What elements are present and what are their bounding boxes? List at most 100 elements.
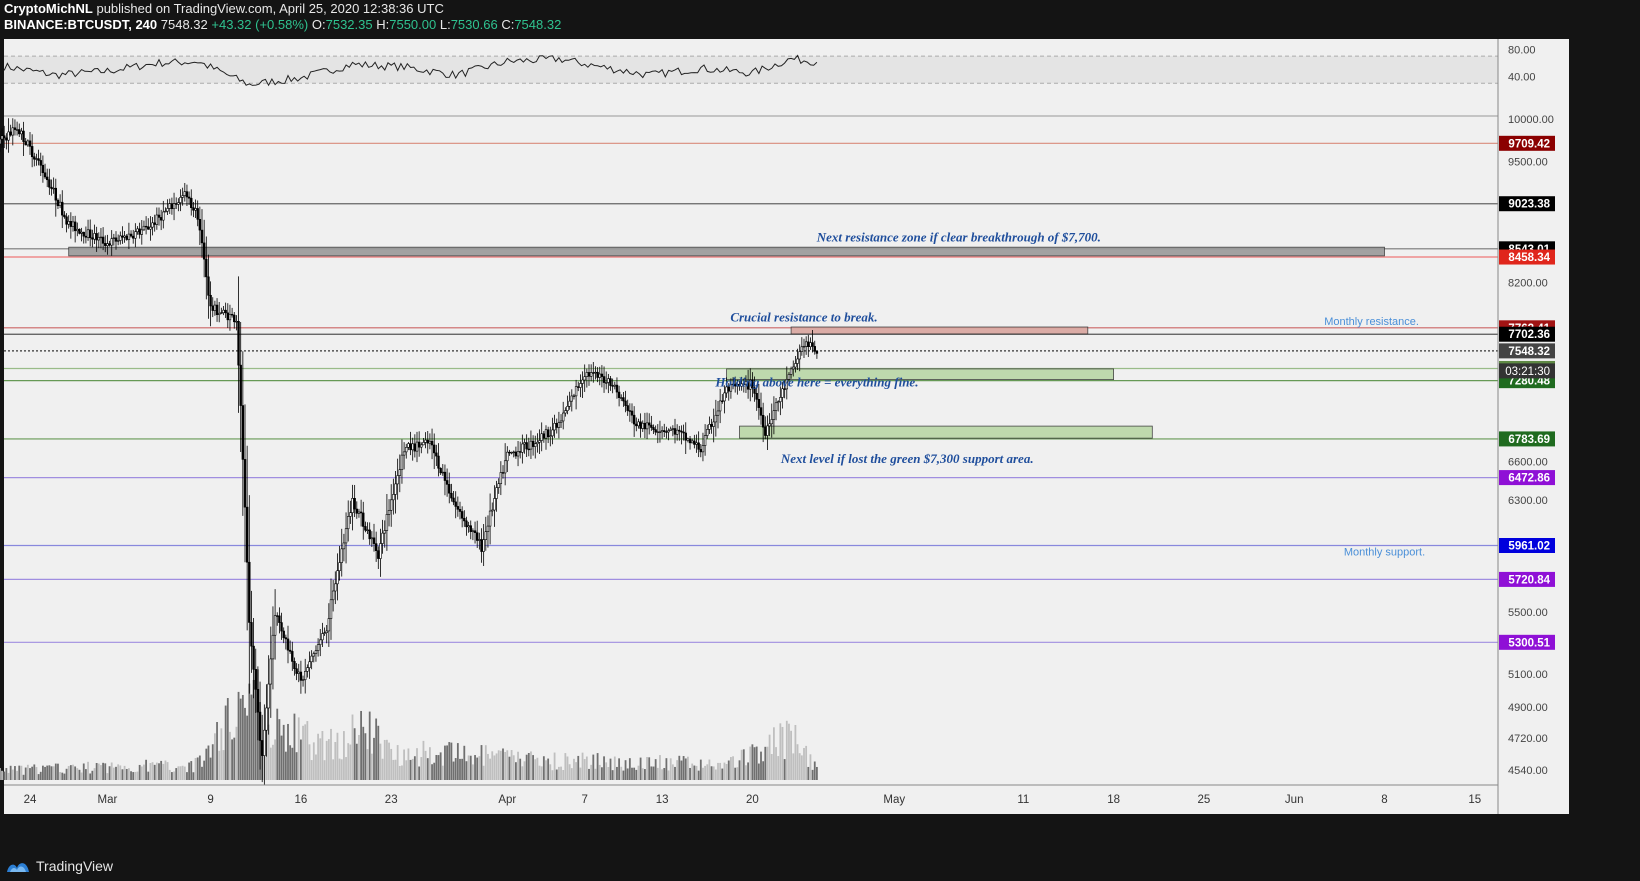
candle-99[interactable] [202,242,206,260]
candles[interactable] [0,118,819,786]
candle-161[interactable] [336,570,339,585]
candle-169[interactable] [353,498,356,510]
candle-149[interactable] [310,655,313,663]
candle-358[interactable] [759,407,763,416]
candle-368[interactable] [781,388,784,398]
candle-362[interactable] [768,423,771,427]
candle-86[interactable] [175,203,178,205]
candle-293[interactable] [620,397,623,399]
candle-234[interactable] [493,498,496,511]
candle-344[interactable] [729,384,733,392]
candle-68[interactable] [136,228,139,232]
candle-36[interactable] [67,221,70,225]
candle-245[interactable] [516,451,520,457]
candle-79[interactable] [159,217,163,221]
candle-182[interactable] [381,532,384,544]
candle-186[interactable] [389,499,393,511]
candle-279[interactable] [589,372,593,377]
candle-188[interactable] [394,483,397,495]
candle-378[interactable] [802,345,806,348]
candle-263[interactable] [555,423,558,428]
candle-238[interactable] [501,472,505,474]
candle-69[interactable] [138,228,141,235]
candle-202[interactable] [424,439,427,443]
candle-139[interactable] [288,649,292,652]
candle-83[interactable] [168,203,171,209]
candle-208[interactable] [437,455,440,469]
candle-295[interactable] [624,400,627,406]
candle-64[interactable] [127,233,131,240]
candle-173[interactable] [362,512,365,527]
candle-153[interactable] [319,639,322,645]
candle-40[interactable] [76,228,79,232]
candle-294[interactable] [622,397,625,402]
candle-57[interactable] [112,237,116,239]
candle-329[interactable] [697,442,700,450]
candle-200[interactable] [420,444,423,448]
rsi-line[interactable] [3,54,818,87]
candle-16[interactable] [24,141,27,146]
candle-29[interactable] [52,187,55,190]
candle-258[interactable] [544,429,548,439]
candle-141[interactable] [293,661,296,670]
candle-47[interactable] [91,237,94,240]
candle-339[interactable] [718,400,722,412]
tradingview-brand[interactable]: TradingView [36,858,114,874]
candle-251[interactable] [529,440,533,450]
candle-231[interactable] [486,525,490,532]
candle-168[interactable] [351,498,354,513]
candle-209[interactable] [439,467,442,474]
rsi-pane[interactable] [3,54,1498,117]
candle-326[interactable] [690,440,694,444]
candle-8[interactable] [7,131,10,141]
candle-22[interactable] [37,158,40,161]
candle-111[interactable] [228,313,232,321]
candle-50[interactable] [97,237,101,241]
candle-370[interactable] [785,379,789,390]
candle-11[interactable] [13,127,17,130]
candle-341[interactable] [723,392,726,402]
candle-78[interactable] [157,214,161,218]
candle-237[interactable] [499,472,503,484]
candle-95[interactable] [194,208,197,211]
candle-179[interactable] [374,543,378,551]
candle-268[interactable] [566,405,569,411]
candle-45[interactable] [86,229,90,238]
candle-218[interactable] [458,508,462,512]
candle-216[interactable] [454,501,457,507]
candle-242[interactable] [510,452,513,454]
candle-108[interactable] [222,309,225,313]
candle-136[interactable] [282,630,285,638]
candle-73[interactable] [147,226,150,230]
candle-74[interactable] [149,226,152,230]
candle-147[interactable] [306,667,309,672]
candle-325[interactable] [688,438,692,444]
candle-185[interactable] [387,510,391,515]
candle-187[interactable] [392,494,395,501]
candle-330[interactable] [699,449,703,453]
candle-246[interactable] [518,451,522,453]
candle-377[interactable] [800,346,804,352]
candle-381[interactable] [809,342,812,348]
candle-290[interactable] [613,384,617,387]
candle-13[interactable] [18,129,21,135]
candle-44[interactable] [84,235,88,238]
candle-116[interactable] [239,364,242,406]
candle-351[interactable] [744,381,748,385]
candle-197[interactable] [413,443,417,452]
candle-287[interactable] [607,378,610,383]
candle-90[interactable] [183,191,186,196]
candle-66[interactable] [132,235,135,239]
candle-98[interactable] [200,229,204,244]
candle-193[interactable] [405,447,408,453]
candle-382[interactable] [811,342,814,347]
candle-298[interactable] [630,410,634,416]
candle-334[interactable] [708,424,711,430]
candle-56[interactable] [110,238,113,246]
candle-172[interactable] [359,511,363,514]
candle-33[interactable] [61,201,64,216]
candle-226[interactable] [475,532,479,541]
candle-336[interactable] [712,421,715,427]
candle-32[interactable] [58,201,62,206]
candle-337[interactable] [714,414,718,423]
